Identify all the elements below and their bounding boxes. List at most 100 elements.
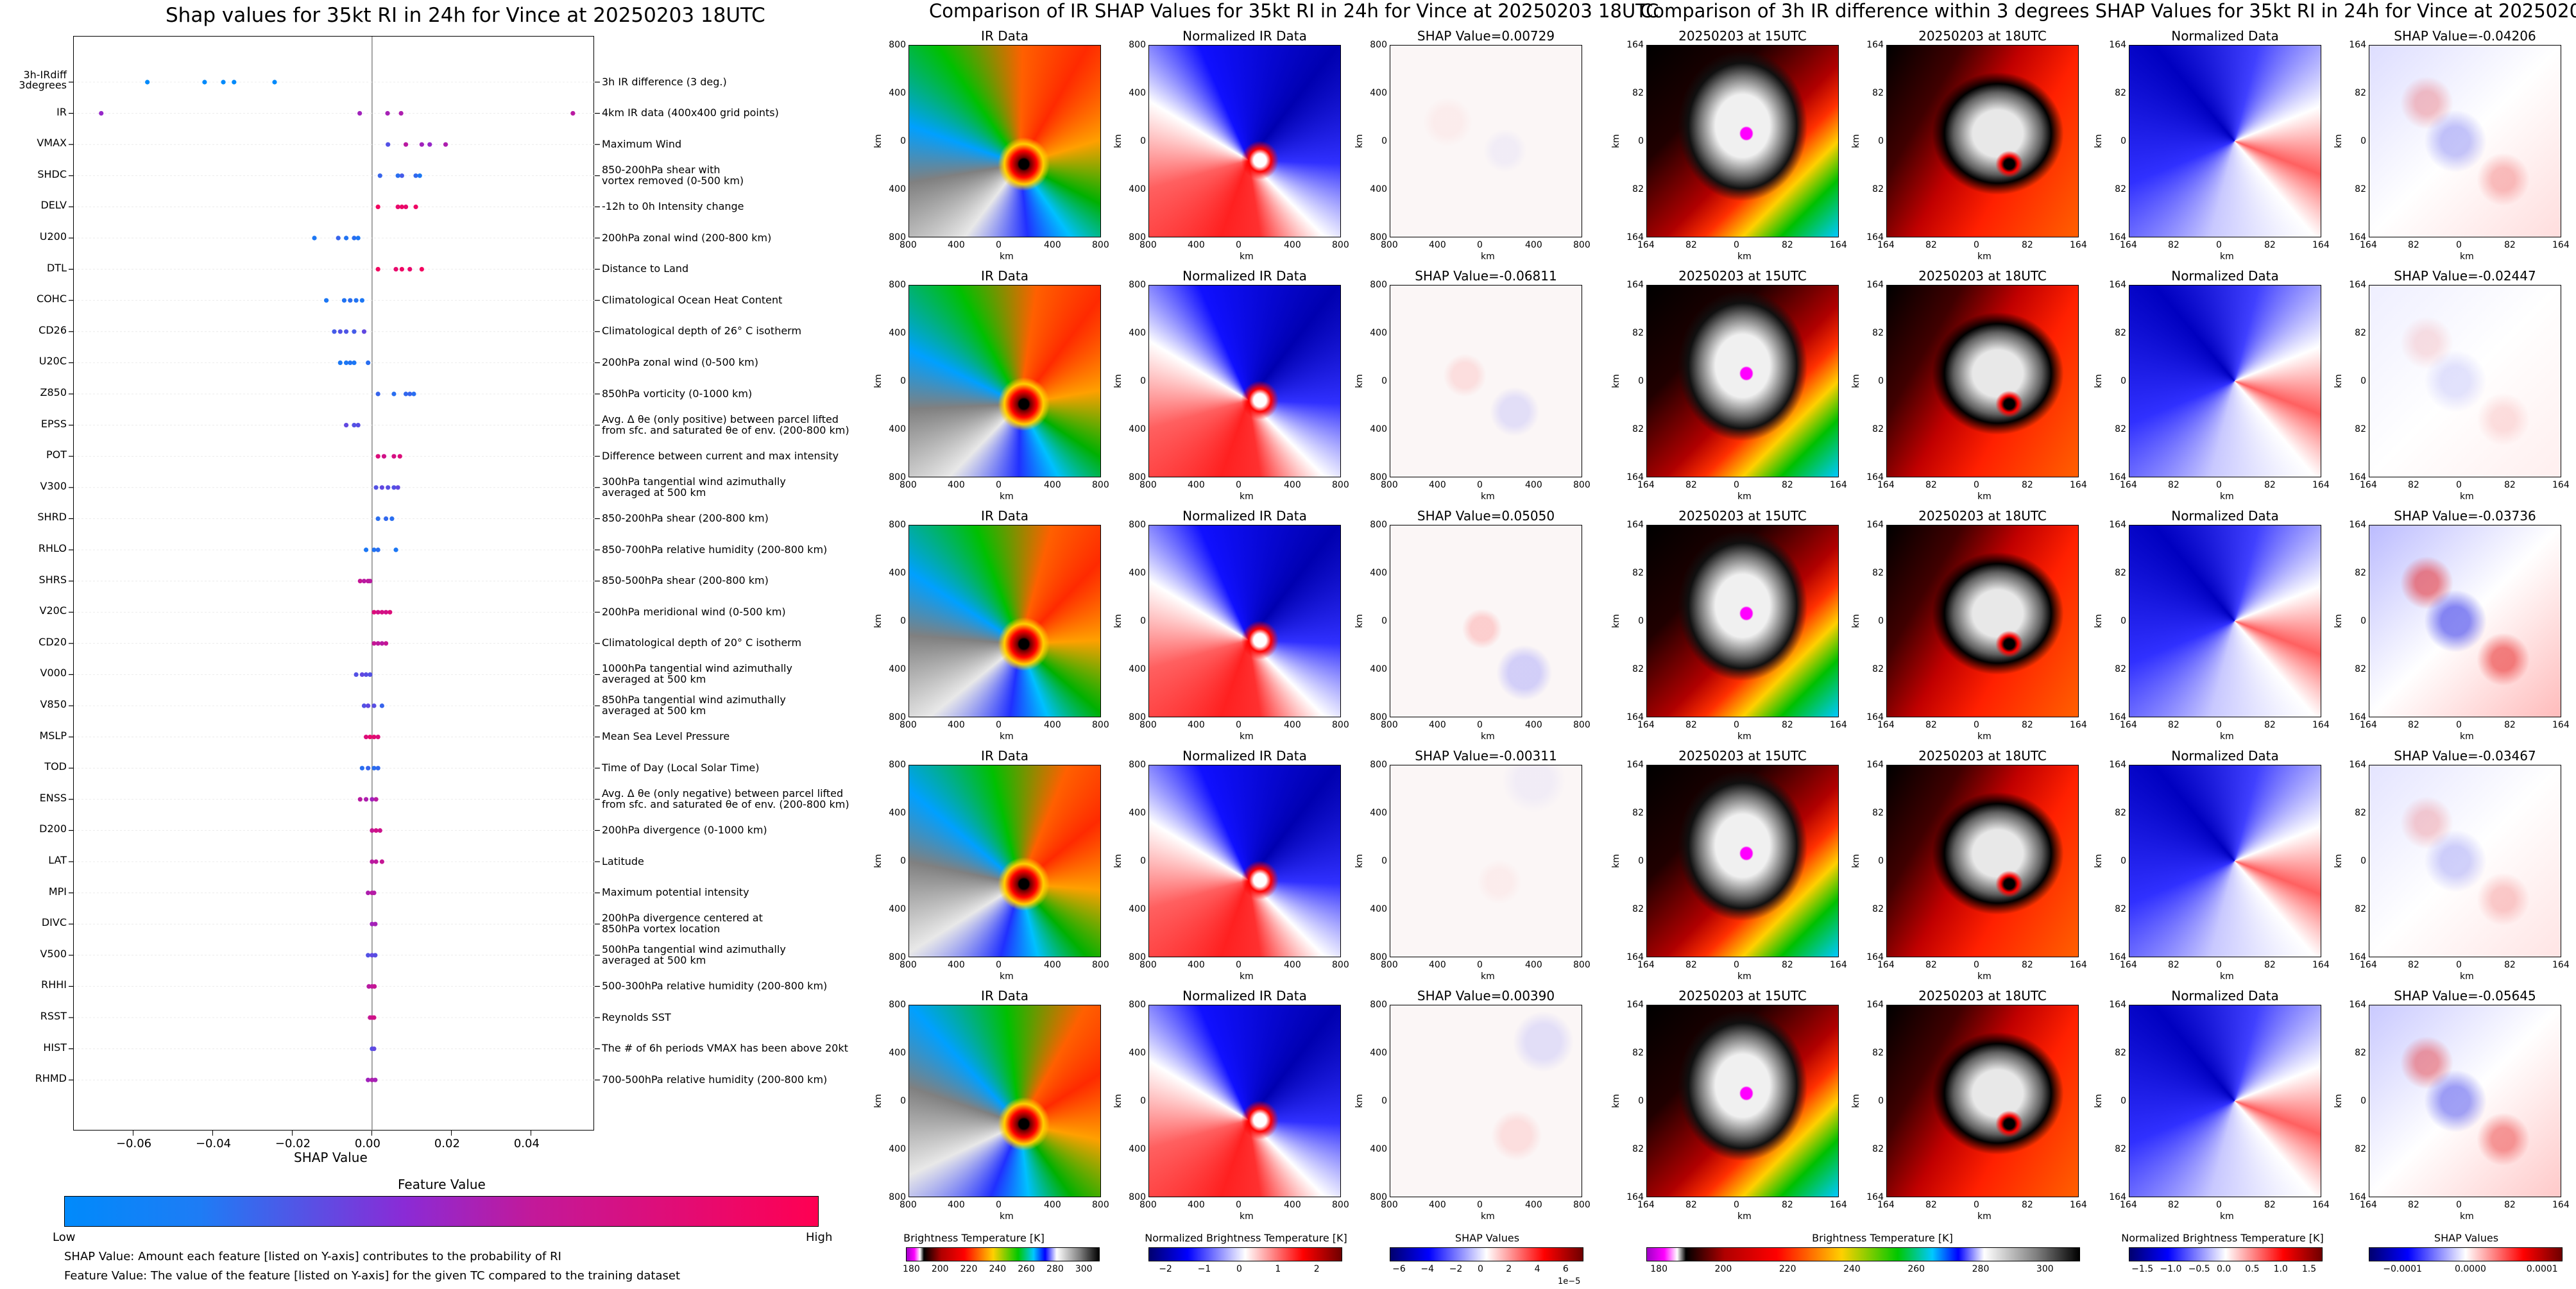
x-tick-label: 800: [1573, 240, 1591, 250]
panel-title: SHAP Value=-0.04206: [2394, 28, 2536, 44]
feature-name-label: U200: [39, 230, 67, 243]
feature-name-label: LAT: [48, 854, 67, 866]
x-tick-label: 0: [996, 1200, 1002, 1210]
image-panel: [1646, 765, 1839, 957]
x-tick-label: 82: [2022, 240, 2033, 250]
feature-description-label: 850-700hPa relative humidity (200-800 km…: [602, 543, 828, 556]
y-tick-label: 0: [1878, 376, 1884, 386]
y-tick-label: 0: [2360, 1096, 2366, 1106]
colorbar-high-label: High: [806, 1231, 833, 1244]
y-tick-label: 82: [1632, 568, 1644, 578]
feature-name-label: SHRD: [37, 511, 67, 524]
y-tick-label: 164: [2349, 952, 2366, 962]
x-tick-label: 0: [2216, 720, 2222, 730]
x-tick-label: 400: [1044, 480, 1061, 490]
y-tick-label: 0: [2120, 136, 2126, 146]
x-tick-label: 800: [900, 960, 917, 970]
y-tick-label: 400: [1129, 1048, 1146, 1058]
y-axis-label: km: [2333, 374, 2344, 388]
shap-point: [357, 797, 363, 802]
x-axis-label: km: [1977, 1211, 1992, 1222]
y-tick-label: 164: [2109, 952, 2126, 962]
feature-description-label: The # of 6h periods VMAX has been above …: [602, 1042, 848, 1055]
shap-point: [379, 485, 384, 490]
y-tick-label: 400: [1129, 328, 1146, 338]
y-tick-label: 400: [1129, 664, 1146, 674]
x-tick-label: 164: [2070, 720, 2087, 730]
feature-description-label: 3h IR difference (3 deg.): [602, 75, 727, 88]
y-tick-label: 164: [1626, 1000, 1644, 1010]
x-tick-label: 800: [1092, 480, 1109, 490]
y-tick-label: 400: [1370, 664, 1387, 674]
shap-point: [371, 765, 377, 771]
feature-description-label: 200hPa zonal wind (0-500 km): [602, 355, 758, 368]
y-tick-label: 800: [889, 232, 906, 243]
x-tick-mark: [371, 1131, 373, 1136]
feature-description-label: 500-300hPa relative humidity (200-800 km…: [602, 979, 828, 992]
x-tick-label: 400: [1284, 1200, 1301, 1210]
x-tick-label: 400: [948, 960, 965, 970]
x-tick-label: 164: [1637, 1200, 1655, 1210]
shap-point: [397, 454, 402, 459]
y-axis-label: km: [1354, 374, 1365, 388]
x-tick-label: 400: [1429, 1200, 1446, 1210]
x-tick-label: 164: [1877, 240, 1895, 250]
y-tick-label: 82: [1872, 1144, 1884, 1154]
shap-point: [348, 298, 353, 303]
shap-point: [391, 391, 397, 397]
y-tick-label: 800: [889, 520, 906, 530]
x-tick-label: 0: [2456, 1200, 2462, 1210]
y-axis-label: km: [873, 854, 883, 868]
x-tick-label: 0.04: [513, 1137, 540, 1150]
x-tick-label: 164: [1830, 240, 1847, 250]
x-tick-label: 0: [1477, 960, 1483, 970]
shap-point: [375, 610, 380, 615]
x-axis-label: km: [2220, 491, 2234, 502]
shap-point: [371, 735, 377, 740]
colorbar-tick-label: 0.5: [2245, 1264, 2260, 1274]
x-tick-label: 400: [1525, 240, 1542, 250]
panel-title: 20250203 at 15UTC: [1678, 988, 1807, 1003]
x-tick-label: 800: [900, 480, 917, 490]
shap-point: [363, 547, 369, 552]
y-tick-label: 400: [1129, 808, 1146, 818]
panel-title: 20250203 at 18UTC: [1918, 748, 2047, 764]
panel-title: SHAP Value=-0.02447: [2394, 268, 2536, 284]
y-tick-label: 800: [1129, 40, 1146, 50]
y-tick-label: 164: [1626, 40, 1644, 50]
colorbar-tick-label: 260: [1018, 1264, 1035, 1274]
x-tick-label: 0: [1734, 480, 1739, 490]
feature-description-label: 850-500hPa shear (200-800 km): [602, 574, 769, 587]
y-tick-label: 164: [1866, 1192, 1884, 1202]
feature-description-label: 850hPa tangential wind azimuthally avera…: [602, 694, 786, 717]
y-tick-label: 82: [2115, 904, 2126, 914]
y-tick-label: 400: [1370, 904, 1387, 914]
y-tick-label: 0: [2120, 616, 2126, 626]
x-tick-label: 400: [1525, 1200, 1542, 1210]
image-panel: [908, 285, 1101, 477]
shap-point: [368, 735, 373, 740]
x-axis-label: km: [1481, 252, 1495, 262]
right-cbar-shap-label: SHAP Values: [2434, 1232, 2499, 1244]
x-tick-label: 800: [1573, 1200, 1591, 1210]
feature-name-label: ENSS: [39, 791, 67, 804]
y-tick-label: 800: [1129, 280, 1146, 290]
y-axis-label: km: [2093, 1094, 2104, 1108]
shap-point: [361, 703, 367, 708]
x-axis-label: km: [2220, 252, 2234, 262]
x-tick-label: 164: [1877, 960, 1895, 970]
y-tick-label: 800: [889, 760, 906, 770]
shap-point: [386, 142, 391, 147]
x-axis-label: km: [1000, 731, 1014, 742]
y-tick-label: 82: [2355, 1048, 2366, 1058]
colorbar-tick-label: 260: [1907, 1264, 1925, 1274]
y-axis-label: km: [1610, 134, 1621, 148]
image-panel: [1148, 45, 1341, 237]
y-tick-label: 400: [1370, 1048, 1387, 1058]
x-tick-label: 82: [1925, 960, 1937, 970]
y-tick-label: 800: [889, 1000, 906, 1010]
y-axis-label: km: [1610, 374, 1621, 388]
y-tick-label: 82: [2115, 424, 2126, 434]
x-tick-label: 0: [2216, 960, 2222, 970]
feature-description-label: 300hPa tangential wind azimuthally avera…: [602, 475, 786, 499]
